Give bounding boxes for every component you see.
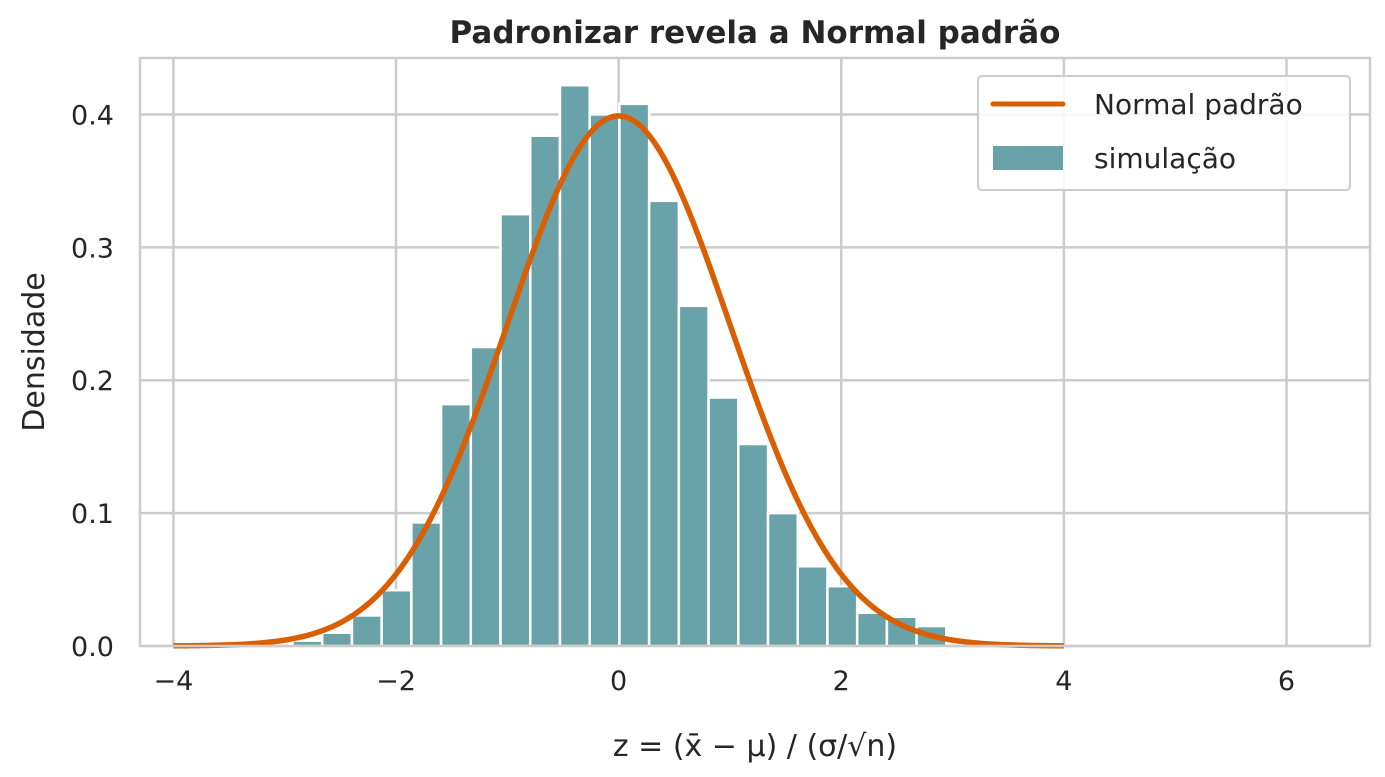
histogram-bar [529,134,562,648]
histogram-bar [707,396,740,648]
x-tick-label: −4 [153,666,193,697]
y-tick-label: 0.1 [71,499,114,530]
histogram-bar [647,199,681,648]
histogram-bar [766,511,799,648]
histogram-bar [737,442,770,648]
histogram-bar [380,588,413,648]
y-tick-label: 0.2 [71,366,114,397]
y-axis-label: Densidade [17,272,52,431]
chart-title: Padronizar revela a Normal padrão [450,15,1061,51]
histogram-bar [350,614,383,648]
histogram-bar [588,113,621,648]
legend-box [977,75,1351,191]
normal-curve [172,113,1065,649]
x-tick-label: 4 [1055,666,1072,697]
histogram-bars [291,83,948,648]
y-tick-label: 0.4 [71,100,114,131]
histogram-bar [796,565,829,648]
plot-frame [138,56,1372,648]
x-tick-label: 0 [610,666,627,697]
legend-label-simulation: simulação [1094,142,1236,175]
y-tick-label: 0.0 [71,632,114,663]
histogram-bar [499,212,532,648]
legend-label-normal: Normal padrão [1094,88,1303,121]
histogram-bar [618,102,651,648]
y-tick-labels: 0.0 0.1 0.2 0.3 0.4 [71,100,114,663]
x-tick-label: 2 [833,666,850,697]
histogram-bar [826,584,859,648]
histogram-bar [677,304,710,648]
x-axis-label: z = (x̄ − μ) / (σ/√n) [613,729,897,764]
legend: Normal padrão simulação [977,75,1351,191]
x-tick-label: 6 [1278,666,1295,697]
x-tick-labels: −4 −2 0 2 4 6 [153,666,1295,697]
histogram-bar [855,611,889,648]
normal-curve-line [172,113,1065,649]
x-tick-label: −2 [376,666,416,697]
legend-swatch-simulation [993,146,1063,170]
y-tick-label: 0.3 [71,233,114,264]
histogram-bar [320,631,354,648]
